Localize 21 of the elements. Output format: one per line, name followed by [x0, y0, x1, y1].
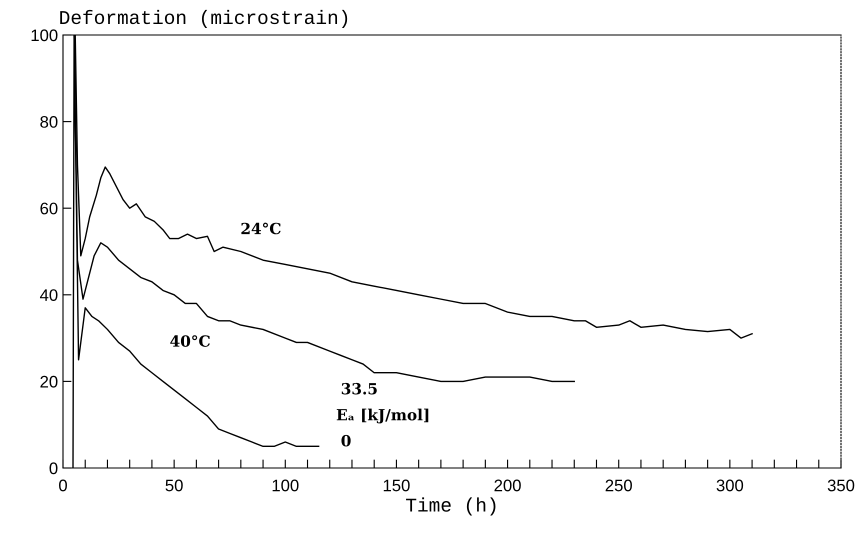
x-axis-title: Time (h) [406, 497, 496, 516]
y-tick-label: 80 [40, 116, 58, 128]
annotation: 24°C [241, 222, 281, 234]
x-tick-label: 0 [59, 480, 67, 492]
annotation: Eₐ [kJ/mol] [336, 408, 428, 424]
y-tick-label: 40 [40, 289, 58, 302]
x-tick-label: 100 [272, 480, 299, 492]
x-tick-label: 350 [828, 480, 854, 492]
y-axis-title: Deformation (microstrain) [60, 10, 348, 28]
x-tick-label: 50 [166, 480, 183, 492]
x-tick-label: 250 [606, 480, 632, 492]
y-tick-label: 20 [40, 376, 58, 388]
y-tick-label: 60 [40, 202, 58, 214]
annotation: 33.5 [342, 382, 377, 394]
y-tick-label: 0 [50, 462, 58, 474]
x-tick-label: 150 [384, 480, 410, 492]
annotation: 40°C [170, 335, 210, 347]
annotation: 0 [341, 434, 351, 446]
x-tick-label: 200 [494, 480, 521, 492]
y-tick-label: 100 [32, 29, 58, 42]
x-tick-label: 300 [716, 480, 744, 492]
